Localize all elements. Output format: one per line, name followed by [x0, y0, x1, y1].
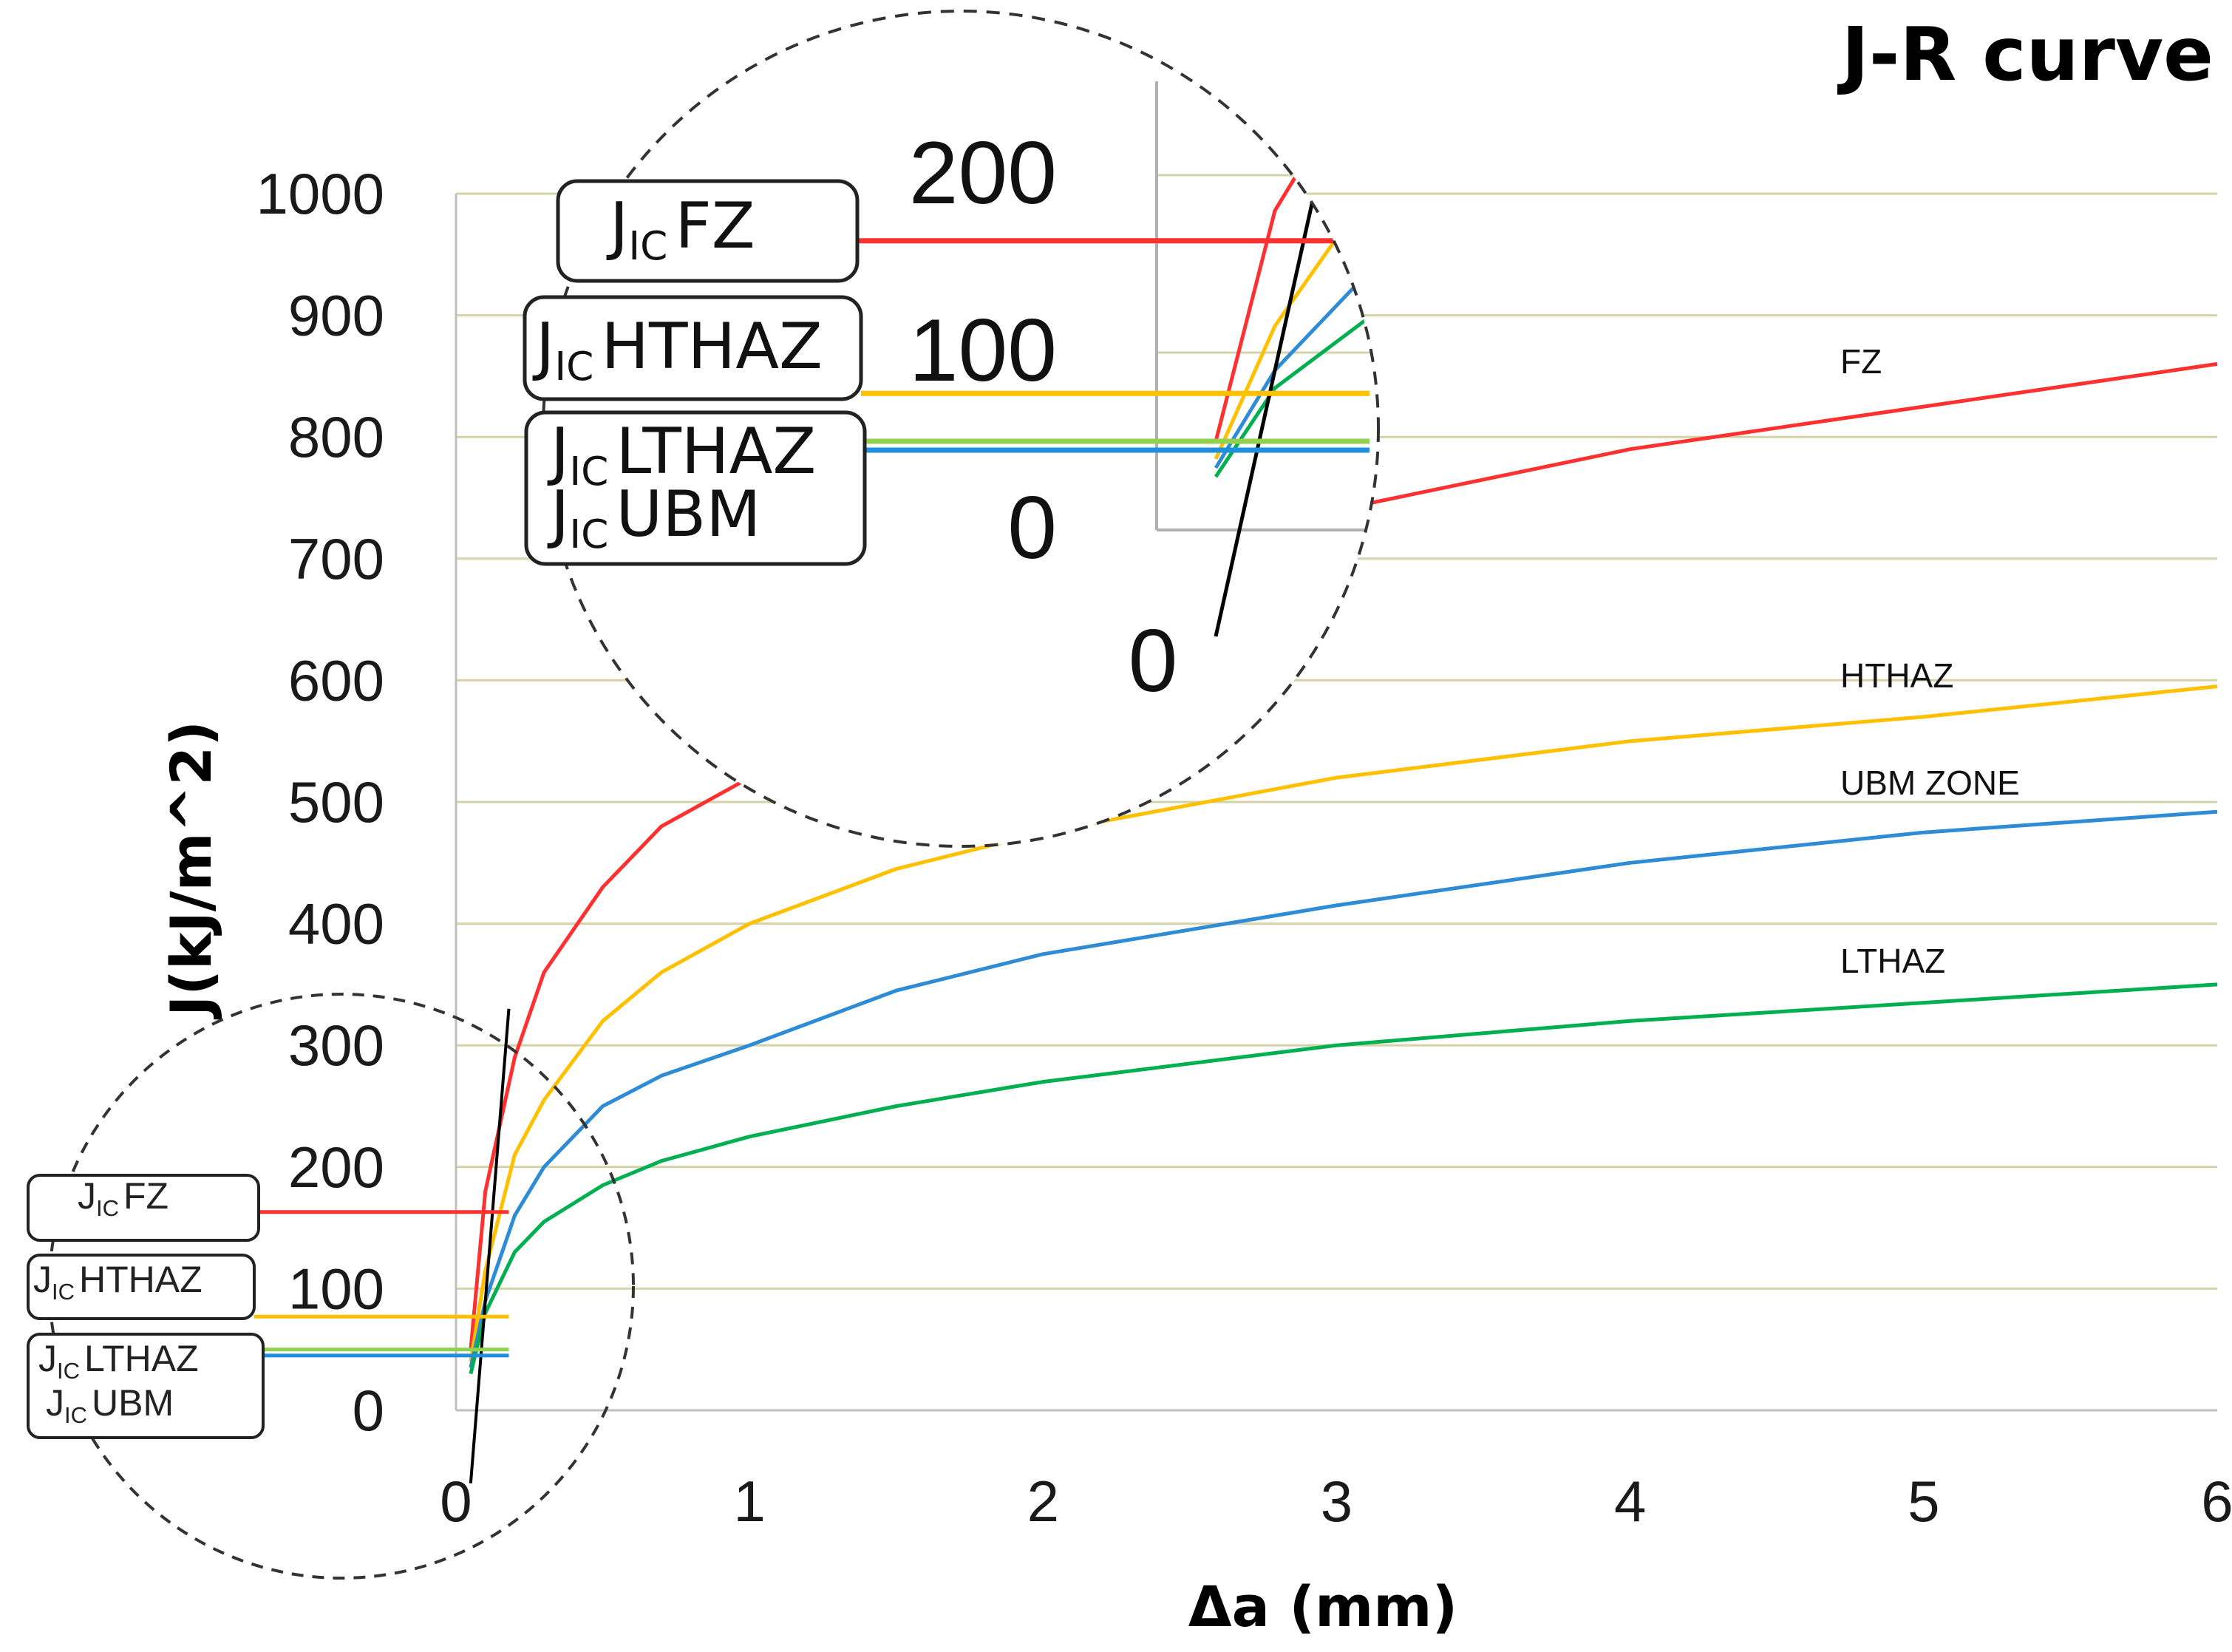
jic-box-fz: JIC FZ — [27, 1174, 260, 1242]
zoom-inset: 200 100 0 0 JIC FZ JIC HTHAZ JIC LTHAZ JIC U… — [523, 10, 1380, 848]
x-axis-label: Δa (mm) — [1188, 1574, 1457, 1639]
y-tick-500: 500 — [288, 769, 384, 835]
jic-fz-sub: IC — [96, 1195, 119, 1221]
jic-ubm-j: J — [46, 1382, 64, 1424]
y-tick-900: 900 — [288, 283, 384, 348]
x-tick-4: 4 — [1614, 1469, 1646, 1534]
y-tick-100: 100 — [288, 1256, 384, 1321]
zoom-jic-markers — [857, 238, 1370, 453]
jic-lthaz-sub: IC — [57, 1358, 80, 1384]
jic-lthaz-rest: LTHAZ — [84, 1338, 199, 1379]
x-tick-3: 3 — [1321, 1469, 1353, 1534]
zoom-series-line-ubm-zone — [1214, 173, 1378, 469]
x-tick-6: 6 — [2201, 1469, 2232, 1534]
jic-hthaz-sub: IC — [52, 1279, 75, 1305]
zoom-jic-lthaz-rest: LTHAZ — [616, 415, 816, 489]
y-tick-700: 700 — [288, 526, 384, 591]
series-label-lthaz: LTHAZ — [1840, 942, 1945, 980]
plot-axes — [455, 194, 2217, 1412]
zoom-jic-ubm-rest: UBM — [616, 477, 761, 551]
x-tick-0: 0 — [440, 1469, 472, 1534]
y-axis-label: J(kJ/m^2) — [158, 721, 224, 1020]
zoom-jic-lthaz-sub: IC — [569, 449, 608, 494]
zoom-jic-box-hthaz: JIC HTHAZ — [523, 295, 863, 401]
zoom-jic-hthaz-j: J — [532, 310, 554, 384]
jic-markers — [254, 1210, 509, 1358]
y-tick-labels: 0 100 200 300 400 500 600 700 800 900 1000 — [256, 161, 384, 1443]
x-tick-5: 5 — [1908, 1469, 1939, 1534]
zoom-jic-ubm-sub: IC — [569, 511, 608, 557]
x-tick-labels: 0 1 2 3 4 5 6 — [440, 1469, 2232, 1534]
y-tick-800: 800 — [288, 404, 384, 469]
y-tick-600: 600 — [288, 647, 384, 713]
zoom-series-line-lthaz — [1214, 253, 1378, 478]
y-tick-1000: 1000 — [256, 161, 384, 226]
series-line-hthaz — [469, 684, 2218, 1362]
jic-fz-j: J — [78, 1175, 96, 1217]
series-label-fz: FZ — [1840, 342, 1882, 381]
zoom-jic-fz-sub: IC — [628, 223, 667, 269]
x-tick-1: 1 — [733, 1469, 765, 1534]
y-tick-300: 300 — [288, 1013, 384, 1078]
zoom-jic-fz-rest: FZ — [675, 189, 755, 263]
series-label-ubm: UBM ZONE — [1840, 764, 2020, 802]
zoom-jic-box-lthaz-ubm: JIC LTHAZ JIC UBM — [524, 410, 867, 566]
zoom-tick-100: 100 — [909, 301, 1057, 400]
jic-lthaz-j: J — [38, 1338, 57, 1379]
y-tick-400: 400 — [288, 891, 384, 956]
y-tick-0: 0 — [353, 1378, 384, 1443]
zoom-jic-hthaz-rest: HTHAZ — [601, 310, 823, 384]
jic-hthaz-j: J — [33, 1259, 52, 1300]
zoom-jic-hthaz-sub: IC — [554, 344, 593, 390]
jic-ubm-sub: IC — [64, 1402, 87, 1428]
chart-title: J-R curve — [1837, 11, 2214, 98]
jic-fz-rest: FZ — [123, 1175, 169, 1217]
x-tick-2: 2 — [1027, 1469, 1059, 1534]
series-line-ubm-zone — [469, 809, 2218, 1368]
zoom-x-tick-0: 0 — [1129, 611, 1178, 710]
jic-ubm-rest: UBM — [92, 1382, 174, 1424]
series-label-hthaz: HTHAZ — [1840, 656, 1953, 695]
zoom-jic-box-fz: JIC FZ — [556, 179, 860, 283]
y-tick-200: 200 — [288, 1135, 384, 1200]
zoom-tick-0: 0 — [1007, 478, 1057, 577]
jic-hthaz-rest: HTHAZ — [79, 1259, 203, 1300]
zoom-tick-200: 200 — [909, 123, 1057, 222]
series-line-lthaz — [469, 982, 2218, 1375]
jic-box-hthaz: JIC HTHAZ — [27, 1254, 256, 1320]
zoom-jic-ubm-j: J — [547, 477, 569, 551]
zoom-jic-lthaz-j: J — [547, 415, 569, 489]
blunting-line — [469, 1008, 511, 1483]
zoom-jic-fz-j: J — [606, 189, 628, 263]
jic-box-lthaz-ubm: JIC LTHAZ JIC UBM — [27, 1333, 265, 1439]
